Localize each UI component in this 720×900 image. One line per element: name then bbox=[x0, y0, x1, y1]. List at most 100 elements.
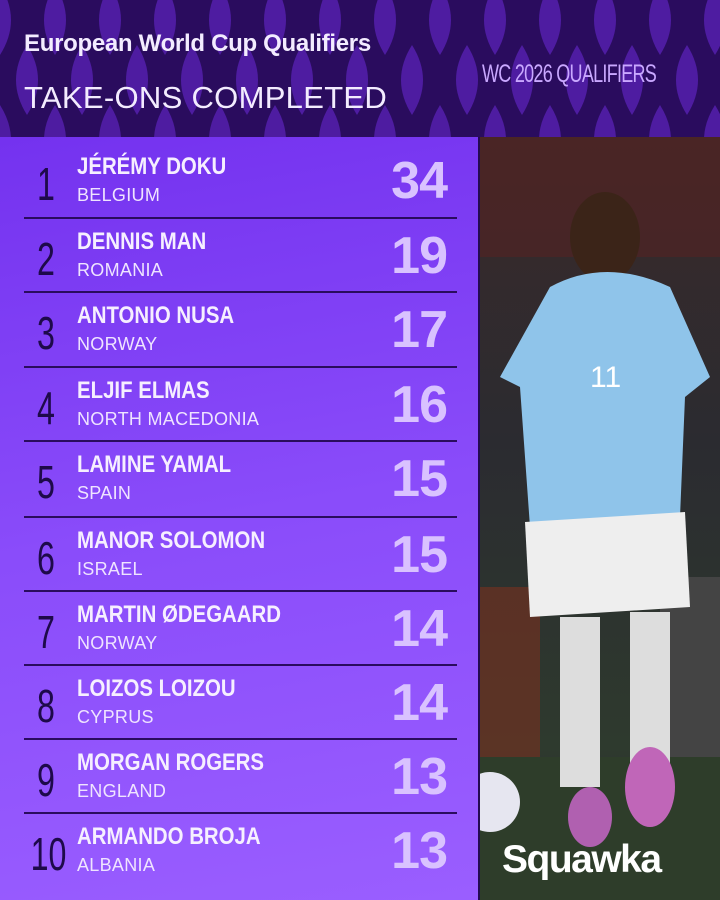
header: European World Cup Qualifiers TAKE-ONS C… bbox=[0, 0, 720, 137]
row-divider bbox=[24, 291, 457, 293]
page-title: European World Cup Qualifiers bbox=[24, 30, 371, 57]
pattern-leaf bbox=[236, 45, 258, 115]
squawka-logo: Squawka bbox=[502, 838, 662, 881]
player-country: ROMANIA bbox=[77, 260, 164, 280]
rank: 2 bbox=[37, 233, 55, 285]
table-row: 1 JÉRÉMY DOKU BELGIUM 34 bbox=[24, 145, 457, 219]
shirt-number: 11 bbox=[590, 361, 621, 394]
pattern-leaf bbox=[374, 0, 396, 55]
pattern-leaf bbox=[44, 0, 66, 55]
take-ons-value: 19 bbox=[391, 227, 448, 285]
player-country: SPAIN bbox=[77, 483, 132, 503]
table-row: 8 LOIZOS LOIZOU CYPRUS 14 bbox=[24, 667, 457, 741]
player-name: LAMINE YAMAL bbox=[77, 451, 232, 478]
row-divider bbox=[24, 366, 457, 368]
rank: 8 bbox=[37, 680, 55, 732]
rank: 1 bbox=[37, 158, 55, 210]
rank: 7 bbox=[37, 606, 55, 658]
pattern-leaf bbox=[539, 0, 561, 55]
table-row: 5 LAMINE YAMAL SPAIN 15 bbox=[24, 443, 457, 517]
pattern-leaf bbox=[676, 45, 698, 115]
player-name: ARMANDO BROJA bbox=[77, 823, 261, 850]
player-name: ANTONIO NUSA bbox=[77, 302, 235, 329]
player-name: LOIZOS LOIZOU bbox=[77, 675, 236, 702]
rank: 5 bbox=[37, 456, 55, 508]
rank: 10 bbox=[30, 828, 67, 880]
player-country: NORTH MACEDONIA bbox=[77, 409, 260, 429]
rank: 3 bbox=[37, 307, 55, 359]
pattern-leaf bbox=[649, 0, 671, 55]
take-ons-value: 15 bbox=[391, 450, 448, 508]
pattern-leaf bbox=[209, 0, 231, 55]
leaderboard: 1 JÉRÉMY DOKU BELGIUM 34 2 DENNIS MAN ROMANIA 1… bbox=[0, 137, 478, 900]
pattern-leaf bbox=[16, 45, 38, 115]
pattern-leaf bbox=[539, 105, 561, 137]
pattern-leaf bbox=[319, 0, 341, 55]
player-country: NORWAY bbox=[77, 334, 158, 354]
page-subtitle: TAKE-ONS COMPLETED bbox=[24, 80, 388, 115]
table-row: 2 DENNIS MAN ROMANIA 19 bbox=[24, 220, 457, 294]
row-divider bbox=[24, 664, 457, 666]
pattern-leaf bbox=[429, 105, 451, 137]
pattern-leaf bbox=[0, 105, 11, 137]
pattern-leaf bbox=[401, 45, 423, 115]
table-row: 10 ARMANDO BROJA ALBANIA 13 bbox=[24, 815, 457, 889]
pattern-leaf bbox=[484, 105, 506, 137]
rank: 9 bbox=[37, 754, 55, 806]
pattern-leaf bbox=[319, 105, 341, 137]
player-name: MANOR SOLOMON bbox=[77, 527, 266, 554]
row-divider bbox=[24, 738, 457, 740]
player-country: NORWAY bbox=[77, 633, 158, 653]
take-ons-value: 16 bbox=[391, 376, 448, 434]
take-ons-value: 14 bbox=[391, 674, 448, 732]
row-divider bbox=[24, 217, 457, 219]
table-row: 6 MANOR SOLOMON ISRAEL 15 bbox=[24, 519, 457, 593]
pattern-leaf bbox=[511, 45, 533, 115]
player-country: ALBANIA bbox=[77, 855, 156, 875]
player-photo: 11 bbox=[480, 137, 720, 900]
pattern-leaf bbox=[649, 105, 671, 137]
rank: 4 bbox=[37, 382, 55, 434]
pattern-leaf bbox=[346, 45, 368, 115]
pattern-leaf bbox=[374, 105, 396, 137]
take-ons-value: 14 bbox=[391, 600, 448, 658]
take-ons-value: 34 bbox=[391, 152, 448, 210]
pattern-leaf bbox=[99, 105, 121, 137]
pattern-leaf bbox=[154, 105, 176, 137]
pattern-leaf bbox=[154, 0, 176, 55]
player-name: MARTIN ØDEGAARD bbox=[77, 601, 281, 628]
pattern-leaf bbox=[594, 0, 616, 55]
pattern-leaf bbox=[704, 0, 720, 55]
pattern-leaf bbox=[264, 0, 286, 55]
row-divider bbox=[24, 590, 457, 592]
pattern-leaf bbox=[704, 105, 720, 137]
pattern-leaf bbox=[566, 45, 588, 115]
pattern-leaf bbox=[621, 45, 643, 115]
row-divider bbox=[24, 440, 457, 442]
pattern-leaf bbox=[264, 105, 286, 137]
table-row: 7 MARTIN ØDEGAARD NORWAY 14 bbox=[24, 593, 457, 667]
player-name: JÉRÉMY DOKU bbox=[77, 153, 227, 180]
pattern-leaf bbox=[71, 45, 93, 115]
player-country: CYPRUS bbox=[77, 707, 154, 727]
pattern-leaf bbox=[429, 0, 451, 55]
row-divider bbox=[24, 516, 457, 518]
table-row: 4 ELJIF ELMAS NORTH MACEDONIA 16 bbox=[24, 369, 457, 443]
player-country: ISRAEL bbox=[77, 559, 143, 579]
header-pattern bbox=[0, 0, 720, 137]
table-row: 3 ANTONIO NUSA NORWAY 17 bbox=[24, 294, 457, 368]
row-divider bbox=[24, 812, 457, 814]
take-ons-value: 15 bbox=[391, 526, 448, 584]
take-ons-value: 13 bbox=[391, 748, 448, 806]
player-image: 11 bbox=[480, 137, 720, 900]
pattern-leaf bbox=[126, 45, 148, 115]
pattern-leaf bbox=[456, 45, 478, 115]
pattern-leaf bbox=[44, 105, 66, 137]
player-country: BELGIUM bbox=[77, 185, 161, 205]
rank: 6 bbox=[37, 532, 55, 584]
player-name: DENNIS MAN bbox=[77, 228, 207, 255]
pattern-leaf bbox=[209, 105, 231, 137]
pattern-leaf bbox=[484, 0, 506, 55]
take-ons-value: 17 bbox=[391, 301, 448, 359]
competition-badge: WC 2026 QUALIFIERS bbox=[482, 60, 657, 88]
